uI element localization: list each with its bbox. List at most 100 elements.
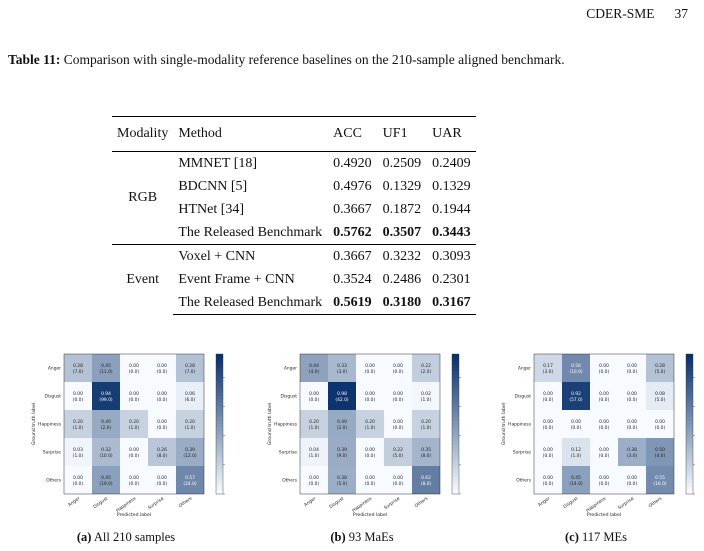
colorbar-segment <box>686 466 693 470</box>
x-tick-label: Anger <box>303 496 317 509</box>
uf1-cell: 0.3180 <box>376 291 427 315</box>
cell-count-label: (12.0) <box>183 453 196 459</box>
cell-value-label: 0.00 <box>599 363 609 369</box>
colorbar-segment <box>216 427 223 432</box>
cell-value-label: 0.28 <box>655 363 665 369</box>
heatmap-cell <box>120 438 148 466</box>
results-table: Modality Method ACC UF1 UAR RGB MMNET [1… <box>112 116 476 315</box>
uf1-cell: 0.3507 <box>382 224 422 240</box>
heatmap-cell <box>618 410 646 438</box>
y-tick-label: Disgust <box>515 394 532 400</box>
heatmap-cell <box>646 466 674 494</box>
colorbar-segment <box>452 476 459 481</box>
confusion-matrix-c: 0.17(3.0)0.56(10.0)0.00(0.0)0.00(0.0)0.2… <box>501 353 695 518</box>
subcaption-c: (c) 117 MEs <box>496 530 696 545</box>
y-tick-label: Anger <box>284 366 297 372</box>
colorbar-segment <box>686 396 693 400</box>
cell-value-label: 0.20 <box>73 419 83 425</box>
colorbar-segment <box>216 487 223 491</box>
cell-value-label: 0.45 <box>101 363 111 369</box>
x-tick-label: Happiness <box>115 495 138 513</box>
method-cell: Voxel + CNN <box>173 244 328 268</box>
cell-count-label: (0.0) <box>599 369 610 375</box>
heatmap-cell <box>618 438 646 466</box>
cell-count-label: (0.0) <box>129 369 140 375</box>
heatmap-cell <box>356 410 384 438</box>
heatmap-cell <box>92 382 120 410</box>
heatmap-cell <box>148 382 176 410</box>
y-tick-label: Others <box>516 478 531 484</box>
cell-value-label: 0.08 <box>655 391 665 397</box>
cell-value-label: 0.22 <box>393 447 403 453</box>
header-modality: Modality <box>112 116 174 152</box>
colorbar-segment <box>216 466 223 470</box>
heatmap-cell <box>412 354 440 382</box>
acc-cell: 0.4976 <box>333 178 372 194</box>
colorbar-segment <box>216 410 223 414</box>
x-tick-label: Others <box>414 495 430 509</box>
heatmap-cell <box>176 410 204 438</box>
header-method: Method <box>173 116 328 152</box>
cell-count-label: (0.0) <box>73 481 84 487</box>
colorbar-segment <box>216 473 223 477</box>
colorbar-segment <box>686 368 693 372</box>
cell-value-label: 0.00 <box>309 391 319 397</box>
colorbar-segment <box>452 438 459 442</box>
subcaption-b: (b) 93 MaEs <box>262 530 462 545</box>
cell-count-label: (1.0) <box>571 453 582 459</box>
cell-count-label: (3.0) <box>543 369 554 375</box>
heatmap-cell <box>64 410 92 438</box>
uar-cell: 0.3167 <box>426 291 476 315</box>
confusion-matrix-panel-a: 0.28 (7.0) 0.45 (11.0) 0.00 (0.0) 0.00 (0.0) 0.2… <box>26 340 226 550</box>
y-tick-label: Disgust <box>281 394 298 400</box>
cell-value-label: 0.98 <box>337 391 347 397</box>
colorbar-segment <box>452 406 459 411</box>
x-axis-label: Predicted label <box>353 512 387 518</box>
colorbar-segment <box>686 455 693 460</box>
colorbar-segment <box>686 476 693 481</box>
colorbar-segment <box>452 483 459 488</box>
cell-count-label: (57.0) <box>569 397 582 403</box>
heatmap-frame <box>299 353 441 495</box>
colorbar-segment <box>216 441 223 446</box>
cell-value-label: 0.17 <box>543 363 553 369</box>
cell-value-label: 0.56 <box>571 363 581 369</box>
cell-count-label: (5.0) <box>393 453 404 459</box>
x-tick-label: Disgust <box>328 496 345 511</box>
cell-count-label: (2.0) <box>421 369 432 375</box>
uf1-cell: 0.1329 <box>382 178 422 194</box>
cell-count-label: (2.0) <box>337 425 348 431</box>
cell-value-label: 0.00 <box>571 419 581 425</box>
colorbar-segment <box>686 357 693 362</box>
subcaption-label: (a) <box>76 530 92 544</box>
cell-value-label: 0.00 <box>543 475 553 481</box>
cell-count-label: (0.0) <box>157 425 168 431</box>
cell-value-label: 0.33 <box>337 363 347 369</box>
cell-count-label: (1.0) <box>421 397 432 403</box>
colorbar-segment <box>216 396 223 400</box>
heatmap-cell <box>328 466 356 494</box>
cell-count-label: (0.0) <box>543 453 554 459</box>
colorbar-segment <box>686 375 693 379</box>
heatmap-cell <box>534 466 562 494</box>
heatmap-cell <box>590 466 618 494</box>
colorbar-segment <box>686 438 693 442</box>
y-tick-label: Others <box>46 478 61 484</box>
cell-count-label: (0.0) <box>129 453 140 459</box>
cell-value-label: 0.45 <box>571 475 581 481</box>
x-tick-label: Surprise <box>617 496 636 512</box>
heatmap-cell <box>176 382 204 410</box>
subcaption-a: (a) All 210 samples <box>26 530 226 545</box>
colorbar-segment <box>452 441 459 446</box>
colorbar-segment <box>216 424 223 428</box>
colorbar-segment <box>216 361 223 365</box>
colorbar-segment <box>686 392 693 397</box>
cell-value-label: 0.32 <box>101 447 111 453</box>
cell-value-label: 0.00 <box>129 447 139 453</box>
colorbar-segment <box>216 455 223 460</box>
cell-value-label: 0.44 <box>309 363 319 369</box>
heatmap-cell <box>120 466 148 494</box>
cell-value-label: 0.03 <box>73 447 83 453</box>
colorbar-segment <box>452 452 459 456</box>
cell-count-label: (0.0) <box>365 453 376 459</box>
